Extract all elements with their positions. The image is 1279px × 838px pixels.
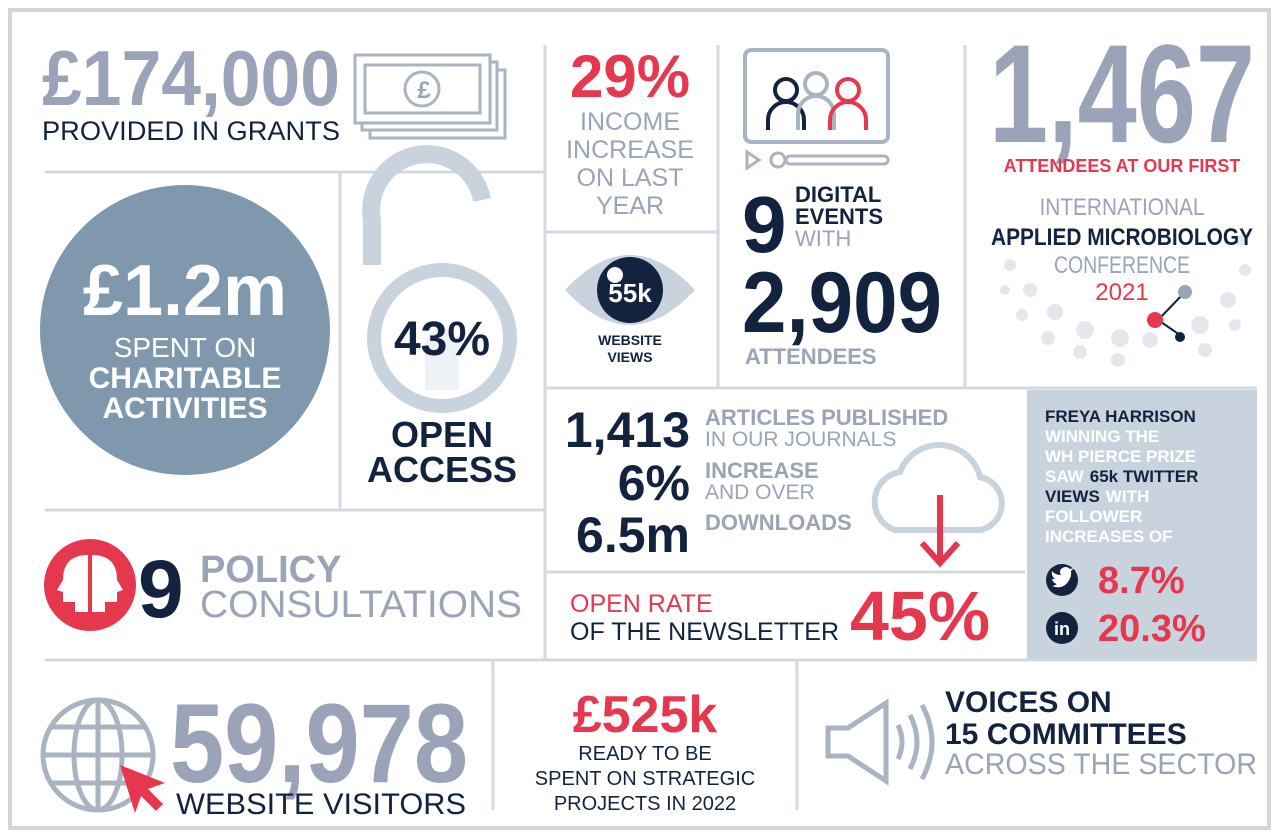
- views-label: VIEWS: [607, 349, 652, 365]
- increase-value: 6%: [618, 455, 690, 511]
- downloads-value: 6.5m: [576, 507, 690, 563]
- events-attendees: 2,909: [742, 255, 942, 351]
- twitter-bird: [1051, 567, 1074, 588]
- newsletter-label: OF THE NEWSLETTER: [570, 618, 839, 646]
- events-label: WITH: [795, 226, 851, 251]
- articles-label: IN OUR JOURNALS: [705, 428, 896, 451]
- network-node: [1147, 312, 1163, 328]
- linkedin-icon: [1046, 612, 1078, 644]
- increase-label: AND OVER: [705, 481, 815, 504]
- charitable-label: ACTIVITIES: [102, 392, 267, 425]
- linkedin-value: 20.3%: [1098, 608, 1206, 650]
- download-arrow: [919, 495, 961, 568]
- conference-name: INTERNATIONAL: [1040, 194, 1205, 221]
- freya-text: WH PIERCE PRIZE: [1045, 447, 1196, 466]
- freya-text: SAW: [1045, 467, 1085, 486]
- eye-glint: [607, 267, 623, 283]
- conference-name: CONFERENCE: [1054, 252, 1190, 279]
- banknote-icon: [353, 53, 507, 140]
- policy-icon: [44, 539, 136, 631]
- freya-text: VIEWS: [1045, 487, 1100, 506]
- views-value: 55k: [608, 278, 652, 308]
- padlock-shackle: [362, 145, 491, 265]
- dot-sphere: [995, 235, 1251, 367]
- speaker-icon: [825, 698, 935, 786]
- network-node: [1175, 332, 1185, 342]
- income-label: ON LAST: [577, 164, 684, 192]
- pound-symbol: £: [417, 77, 431, 104]
- events-attendees-label: ATTENDEES: [745, 344, 877, 369]
- strategic-value: £525k: [573, 686, 718, 744]
- freya-line: VIEWS WITH: [1045, 487, 1149, 506]
- grants-value: £174,000: [42, 34, 340, 122]
- articles-label: ARTICLES PUBLISHED: [705, 405, 948, 430]
- strategic-label: SPENT ON STRATEGIC: [535, 768, 755, 790]
- linkedin-icon-text: in: [1054, 619, 1070, 639]
- income-label: INCREASE: [566, 136, 694, 164]
- conference-label: ATTENDEES AT OUR FIRST: [1004, 156, 1241, 176]
- grants-label: PROVIDED IN GRANTS: [42, 116, 340, 146]
- cloud-icon: [871, 442, 1005, 533]
- open-access-value: 43%: [394, 313, 490, 366]
- frame: [8, 8, 1271, 830]
- policy-label: CONSULTATIONS: [200, 584, 522, 626]
- conference-name: APPLIED MICROBIOLOGY: [991, 224, 1253, 251]
- conference-year: 2021: [1095, 279, 1148, 306]
- freya-text: WITH: [1106, 487, 1149, 506]
- newsletter-label: OPEN RATE: [570, 590, 713, 618]
- cursor-icon: [120, 765, 165, 813]
- freya-text: 65k TWITTER: [1090, 467, 1199, 486]
- events-label: DIGITAL: [795, 182, 881, 207]
- policy-label: POLICY: [200, 549, 341, 591]
- downloads-label: DOWNLOADS: [705, 510, 852, 535]
- conference-value: 1,467: [989, 15, 1255, 172]
- policy-value: 9: [138, 544, 184, 635]
- charitable-value: £1.2m: [83, 251, 287, 331]
- visitors-label: WEBSITE VISITORS: [176, 788, 466, 821]
- articles-value: 1,413: [565, 402, 690, 458]
- strategic-label: PROJECTS IN 2022: [554, 793, 736, 815]
- open-access-label: OPEN: [391, 414, 493, 455]
- income-label: INCOME: [580, 108, 680, 136]
- committees-label: 15 COMMITTEES: [945, 718, 1187, 751]
- freya-name: FREYA HARRISON: [1045, 407, 1196, 426]
- network-node: [1178, 285, 1192, 299]
- globe-icon: [40, 697, 156, 813]
- presentation-icon: [743, 48, 890, 171]
- charitable-label: SPENT ON: [114, 332, 257, 363]
- strategic-label: READY TO BE: [578, 743, 711, 765]
- increase-label: INCREASE: [705, 458, 819, 483]
- income-label: YEAR: [596, 192, 664, 220]
- visitors-value: 59,978: [170, 681, 468, 806]
- policy-heads: [57, 555, 123, 612]
- charitable-circle: [40, 185, 330, 475]
- freya-text: FOLLOWER: [1045, 507, 1142, 526]
- keyhole: [425, 328, 459, 390]
- twitter-value: 8.7%: [1098, 560, 1185, 602]
- charitable-label: CHARITABLE: [89, 362, 282, 395]
- newsletter-value: 45%: [850, 577, 990, 655]
- committees-label: VOICES ON: [945, 686, 1112, 719]
- events-label: EVENTS: [795, 204, 883, 229]
- events-count: 9: [742, 180, 787, 269]
- open-access-label: ACCESS: [367, 449, 517, 490]
- freya-text: INCREASES OF: [1045, 527, 1173, 546]
- committees-label: ACROSS THE SECTOR: [945, 748, 1257, 781]
- income-value: 29%: [570, 43, 690, 110]
- freya-line: SAW 65k TWITTER: [1045, 467, 1198, 486]
- views-label: WEBSITE: [598, 332, 662, 348]
- freya-text: WINNING THE: [1045, 427, 1159, 446]
